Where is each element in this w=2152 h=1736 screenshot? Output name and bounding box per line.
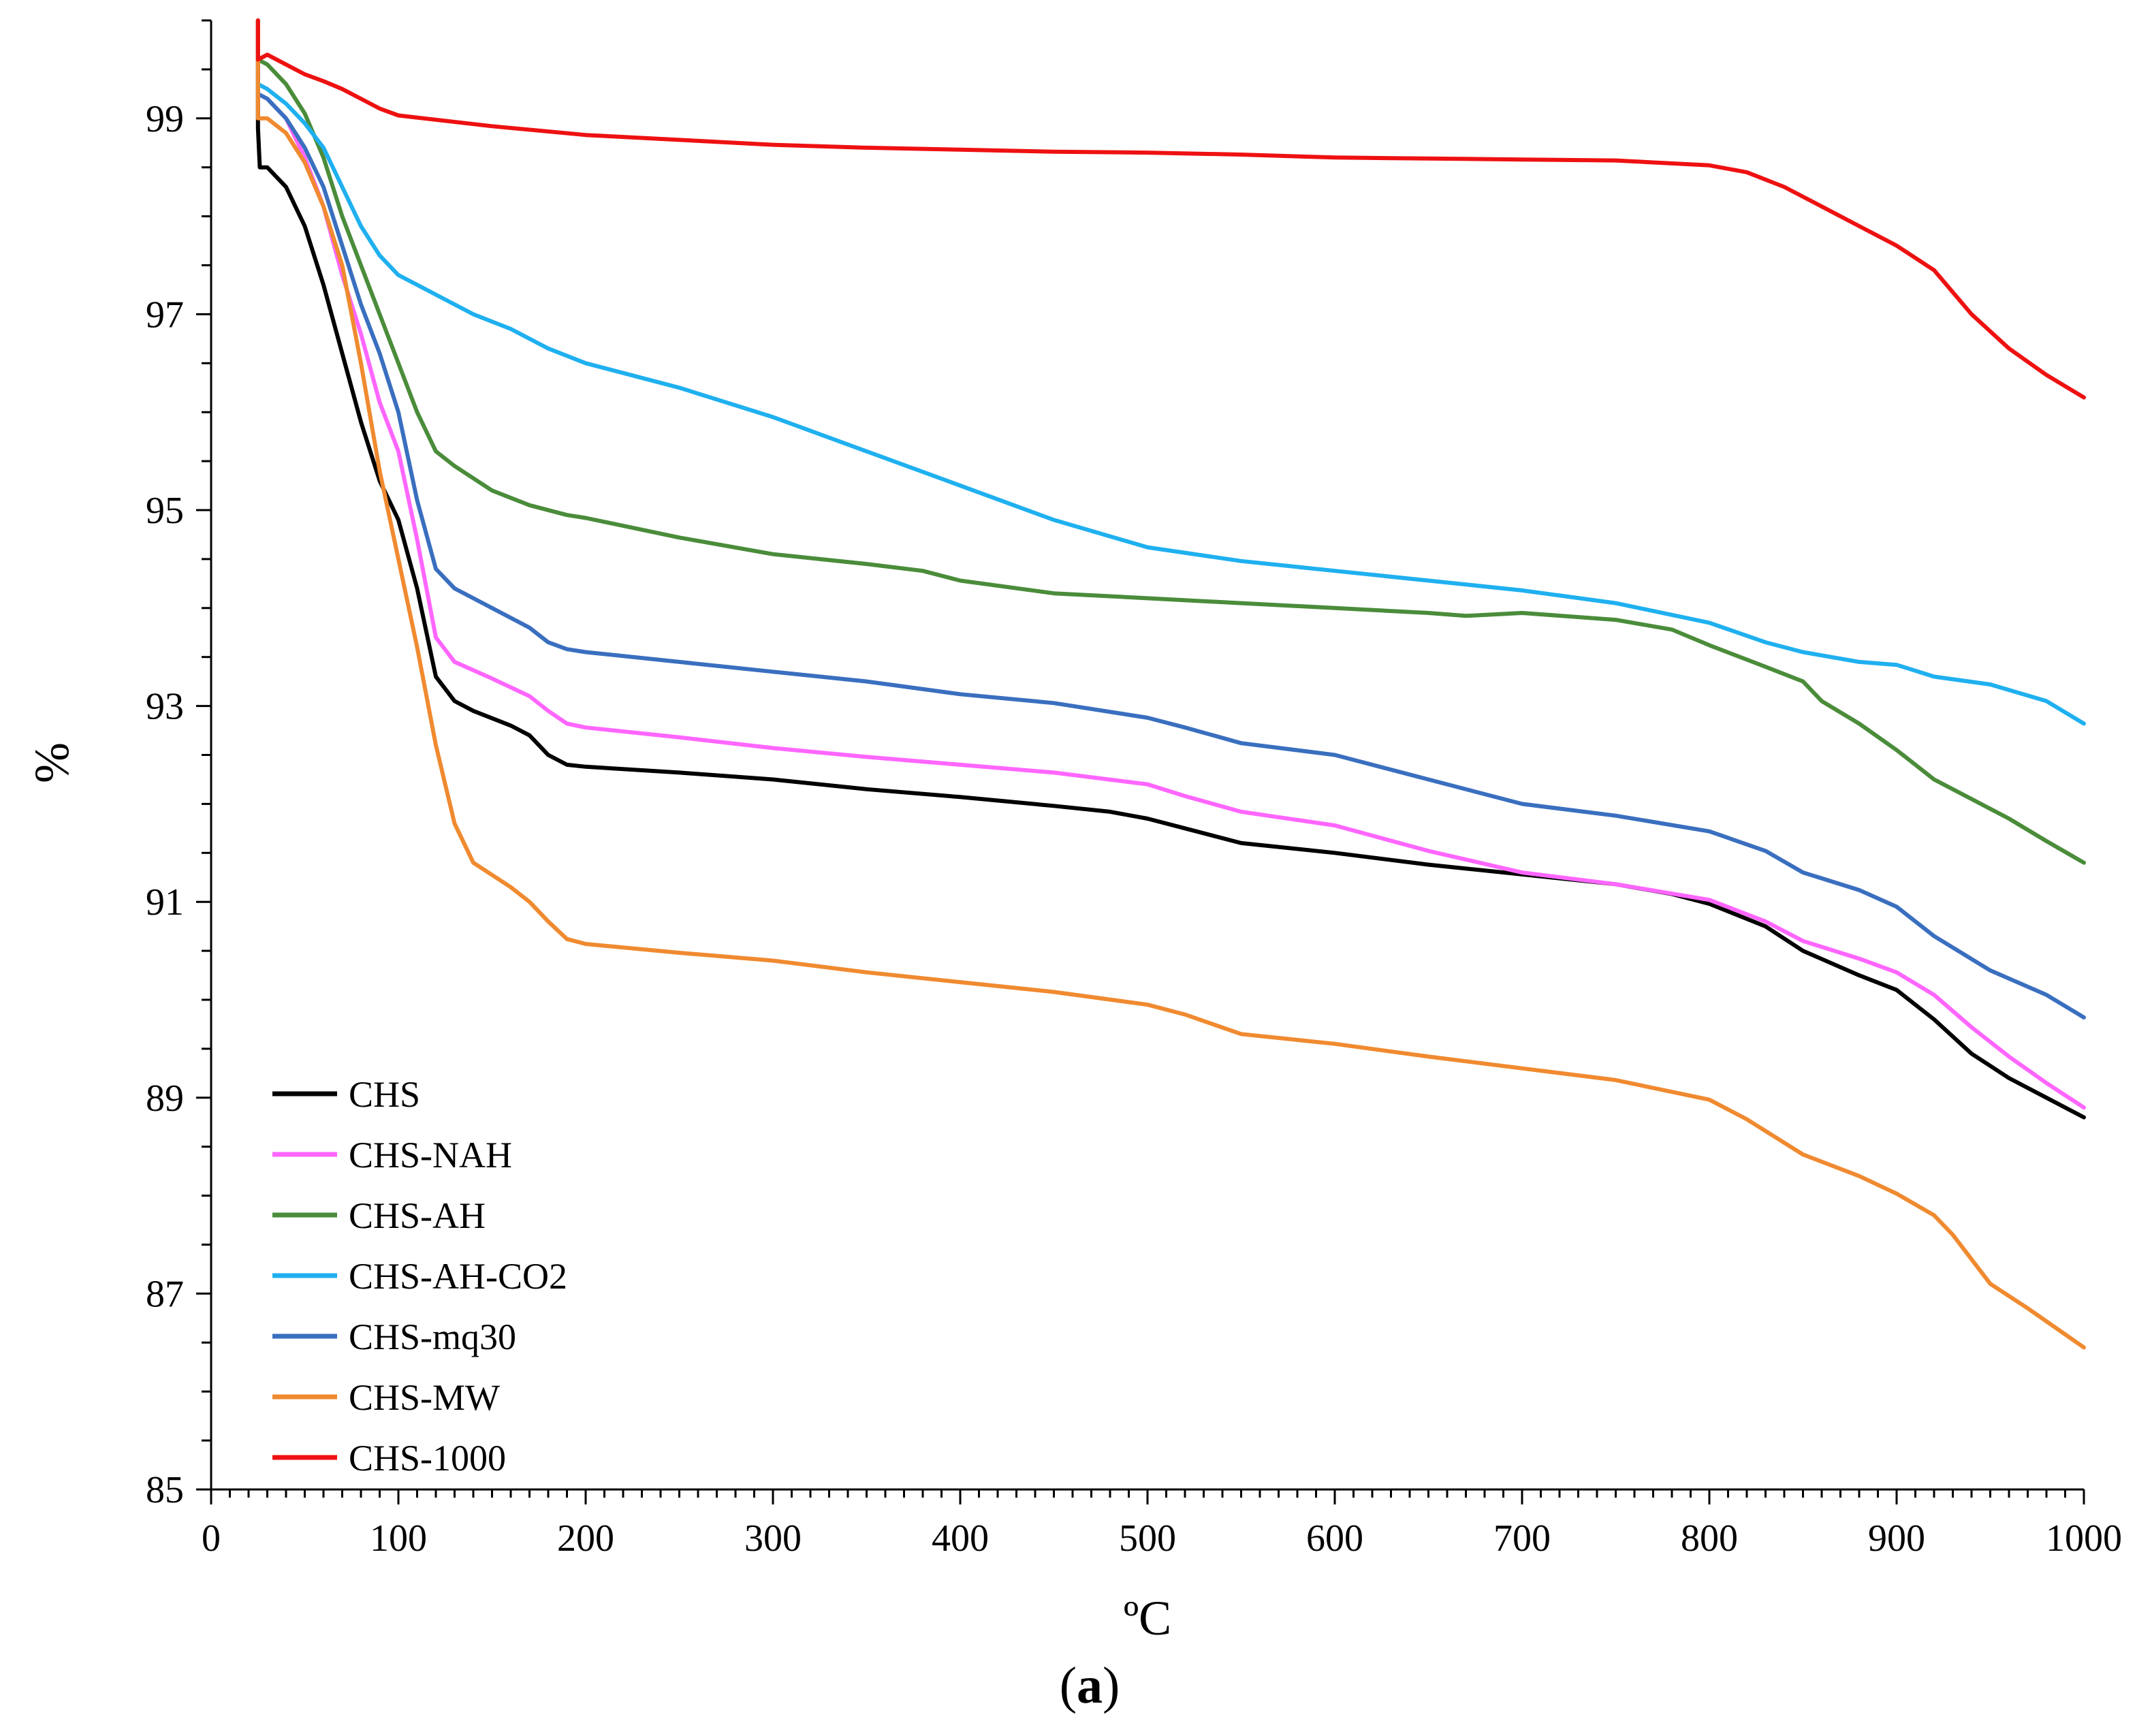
y-tick-label: 89 [146,1077,184,1120]
x-axis-title: ºC [1124,1591,1171,1645]
panel-label-letter: a [1077,1657,1103,1714]
y-tick-label: 95 [146,490,184,532]
series-line-chs-1000 [255,18,2086,400]
legend-label-chs-1000: CHS-1000 [349,1438,506,1479]
series-line-chs-ah [255,57,2086,865]
x-tick-label: 900 [1868,1517,1925,1560]
series-line-chs-mw [255,18,2086,1350]
x-tick-label: 500 [1119,1517,1176,1560]
legend-label-chs-ah: CHS-AH [349,1195,486,1236]
panel-label-close: ) [1103,1657,1120,1714]
legend-label-chs: CHS [349,1074,420,1115]
y-axis-title: % [25,742,79,783]
y-tick-label: 99 [146,98,184,140]
y-tick-label: 91 [146,881,184,924]
x-tick-label: 0 [202,1517,221,1560]
legend-label-chs-mw: CHS-MW [349,1377,500,1418]
series-line-chs-ah-co2 [255,82,2086,726]
series-line-chs [255,18,2086,1120]
y-tick-label: 85 [146,1469,184,1511]
x-tick-label: 800 [1681,1517,1738,1560]
legend-label-chs-mq30: CHS-mq30 [349,1316,516,1357]
x-tick-label: 1000 [2046,1517,2122,1560]
x-tick-label: 100 [370,1517,427,1560]
legend: CHS CHS-NAH CHS-AH CHS-AH-CO2 CHS-mq30 CHS-MW… [272,1074,567,1479]
x-tick-label: 400 [932,1517,989,1560]
legend-label-chs-ah-co2: CHS-AH-CO2 [349,1256,567,1297]
series-line-chs-mq30 [255,91,2086,1020]
axes-layer: 85 87 89 91 93 95 97 99 0 100 200 300 400 500 600 700 80… [146,19,2122,1560]
panel-label: (a) [1060,1657,1120,1714]
x-tick-label: 200 [557,1517,614,1560]
panel-label-open: ( [1060,1657,1077,1714]
y-tick-label: 93 [146,686,184,728]
y-tick-label: 97 [146,294,184,336]
x-tick-label: 600 [1306,1517,1363,1560]
x-tick-label: 300 [744,1517,802,1560]
legend-label-chs-nah: CHS-NAH [349,1135,512,1175]
y-tick-label: 87 [146,1273,184,1315]
x-tick-label: 700 [1493,1517,1551,1560]
series-line-chs-nah [255,91,2086,1110]
series-layer [255,18,2086,1350]
